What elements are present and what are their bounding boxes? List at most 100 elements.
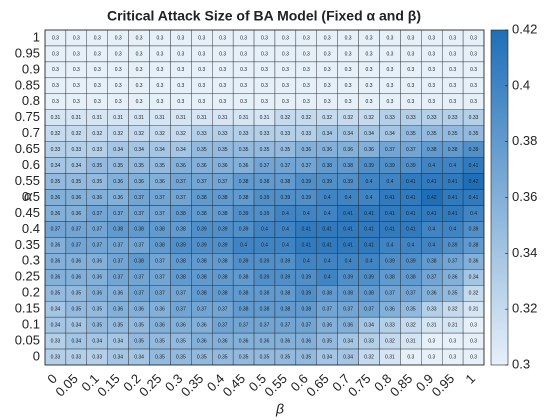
cell-label: 0.38 xyxy=(260,306,270,312)
cell-label: 0.39 xyxy=(218,227,228,233)
cell-label: 0.37 xyxy=(134,195,144,201)
cell-label: 0.33 xyxy=(71,147,81,153)
cell-label: 0.4 xyxy=(428,163,435,169)
cell-label: 0.35 xyxy=(155,338,165,344)
cell-label: 0.3 xyxy=(115,51,122,57)
cell-label: 0.3 xyxy=(198,51,205,57)
y-tick-label: 0.5 xyxy=(22,189,40,204)
cell-label: 0.3 xyxy=(345,99,352,105)
cell-label: 0.3 xyxy=(177,35,184,41)
cell-label: 0.38 xyxy=(197,211,207,217)
y-tick-label: 0.95 xyxy=(15,45,40,60)
cell-label: 0.38 xyxy=(113,227,123,233)
cell-label: 0.39 xyxy=(281,275,291,281)
cell-label: 0.37 xyxy=(176,195,186,201)
cell-label: 0.37 xyxy=(134,291,144,297)
cell-label: 0.34 xyxy=(176,147,186,153)
cell-label: 0.33 xyxy=(218,131,228,137)
cell-label: 0.3 xyxy=(156,67,163,73)
cell-label: 0.36 xyxy=(155,179,165,185)
cell-label: 0.4 xyxy=(345,259,352,265)
cell-label: 0.3 xyxy=(345,35,352,41)
cell-label: 0.31 xyxy=(155,115,165,121)
cell-label: 0.3 xyxy=(470,338,477,344)
cell-label: 0.4 xyxy=(366,195,373,201)
cell-label: 0.41 xyxy=(385,211,395,217)
chart-title: Critical Attack Size of BA Model (Fixed … xyxy=(107,8,421,24)
cell-label: 0.3 xyxy=(407,67,414,73)
cell-label: 0.37 xyxy=(92,227,102,233)
cell-label: 0.3 xyxy=(386,99,393,105)
cell-label: 0.37 xyxy=(71,243,81,249)
cell-label: 0.34 xyxy=(51,322,61,328)
cell-label: 0.38 xyxy=(343,291,353,297)
colorbar-tick-label: 0.42 xyxy=(512,21,537,36)
cell-label: 0.38 xyxy=(406,275,416,281)
cell-label: 0.3 xyxy=(115,99,122,105)
cell-label: 0.31 xyxy=(51,115,61,121)
cell-label: 0.3 xyxy=(428,51,435,57)
cell-label: 0.39 xyxy=(239,259,249,265)
cell-label: 0.38 xyxy=(239,291,249,297)
colorbar-tick-label: 0.32 xyxy=(512,301,537,316)
cell-label: 0.31 xyxy=(260,115,270,121)
cell-label: 0.37 xyxy=(218,306,228,312)
cell-label: 0.31 xyxy=(239,115,249,121)
cell-label: 0.3 xyxy=(52,99,59,105)
cell-label: 0.3 xyxy=(261,99,268,105)
cell-label: 0.3 xyxy=(136,51,143,57)
cell-label: 0.3 xyxy=(470,67,477,73)
cell-label: 0.3 xyxy=(449,338,456,344)
y-tick-label: 0.15 xyxy=(15,301,40,316)
cell-label: 0.32 xyxy=(385,338,395,344)
cell-label: 0.35 xyxy=(71,306,81,312)
cell-label: 0.38 xyxy=(239,306,249,312)
cell-label: 0.38 xyxy=(239,179,249,185)
cell-label: 0.39 xyxy=(301,179,311,185)
cell-label: 0.37 xyxy=(155,211,165,217)
y-tick-label: 1 xyxy=(33,29,40,44)
cell-label: 0.32 xyxy=(406,322,416,328)
cell-label: 0.38 xyxy=(218,195,228,201)
cell-label: 0.33 xyxy=(51,147,61,153)
cell-label: 0.31 xyxy=(218,115,228,121)
cell-label: 0.38 xyxy=(322,291,332,297)
cell-label: 0.36 xyxy=(176,163,186,169)
cell-label: 0.34 xyxy=(134,147,144,153)
cell-label: 0.38 xyxy=(176,275,186,281)
cell-label: 0.3 xyxy=(94,35,101,41)
cell-label: 0.3 xyxy=(345,67,352,73)
cell-label: 0.3 xyxy=(324,99,331,105)
cell-label: 0.41 xyxy=(301,243,311,249)
cell-label: 0.36 xyxy=(51,195,61,201)
cell-label: 0.3 xyxy=(219,83,226,89)
cell-label: 0.39 xyxy=(301,195,311,201)
cell-label: 0.39 xyxy=(260,195,270,201)
cell-label: 0.41 xyxy=(343,227,353,233)
cell-label: 0.4 xyxy=(303,211,310,217)
cell-label: 0.36 xyxy=(176,322,186,328)
cell-label: 0.36 xyxy=(301,338,311,344)
cell-label: 0.35 xyxy=(281,147,291,153)
cell-label: 0.37 xyxy=(322,306,332,312)
cell-label: 0.37 xyxy=(92,243,102,249)
cell-label: 0.33 xyxy=(239,131,249,137)
cell-label: 0.3 xyxy=(52,67,59,73)
cell-label: 0.39 xyxy=(197,227,207,233)
cell-label: 0.35 xyxy=(281,354,291,360)
cell-label: 0.36 xyxy=(260,338,270,344)
cell-label: 0.38 xyxy=(197,275,207,281)
cell-label: 0.39 xyxy=(260,259,270,265)
y-tick-label: 0.7 xyxy=(22,125,40,140)
cell-label: 0.34 xyxy=(113,147,123,153)
cell-label: 0.41 xyxy=(301,227,311,233)
cell-label: 0.3 xyxy=(177,99,184,105)
cell-label: 0.37 xyxy=(197,306,207,312)
cell-label: 0.37 xyxy=(92,211,102,217)
cell-label: 0.3 xyxy=(240,83,247,89)
cell-label: 0.34 xyxy=(113,338,123,344)
cell-label: 0.41 xyxy=(448,211,458,217)
cell-label: 0.37 xyxy=(155,195,165,201)
cell-label: 0.34 xyxy=(51,306,61,312)
cell-label: 0.33 xyxy=(197,131,207,137)
